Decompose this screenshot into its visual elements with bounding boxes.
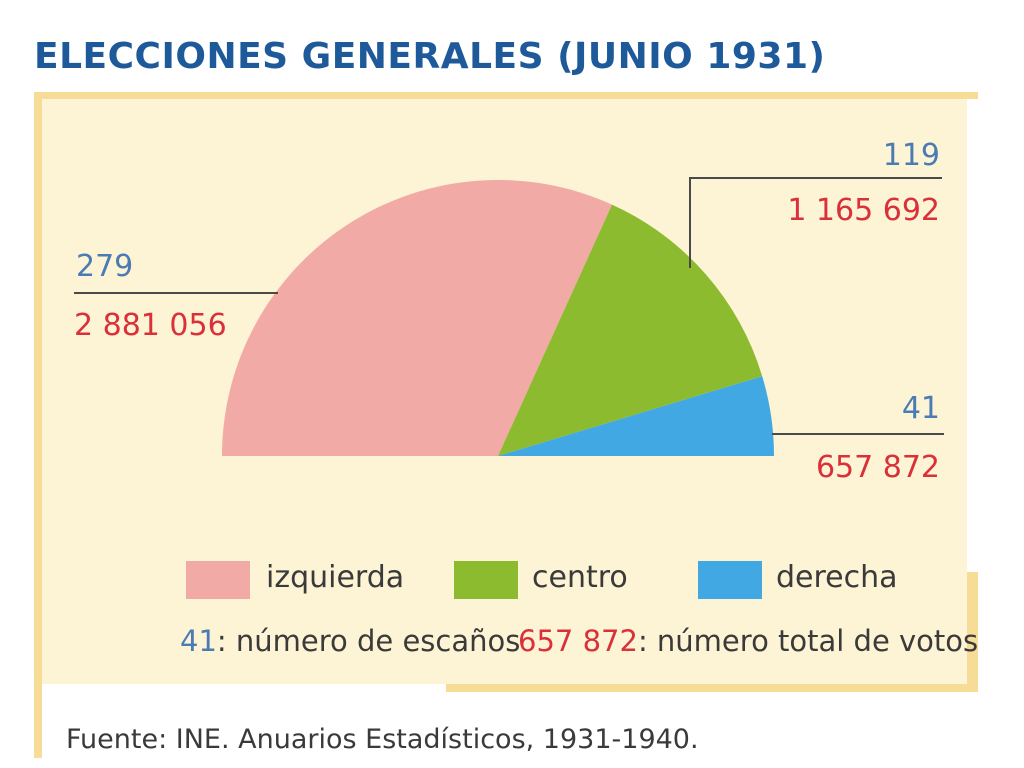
legend-votes-example: 657 872: [518, 624, 638, 658]
chart-title: ELECCIONES GENERALES (JUNIO 1931): [34, 36, 826, 77]
slice-izquierda: [222, 179, 612, 456]
votes-label-izquierda: 2 881 056: [74, 308, 227, 343]
legend-label-izquierda: izquierda: [266, 560, 405, 595]
legend-swatch-derecha: [698, 561, 762, 599]
frame-top-border: [34, 92, 978, 99]
frame-left-border: [34, 96, 42, 758]
legend-seats-note: 41: número de escaños: [180, 624, 520, 658]
legend-seats-text: : número de escaños: [216, 624, 521, 658]
seats-label-derecha: 41: [902, 391, 940, 426]
frame-bottom-border: [446, 684, 978, 692]
votes-label-derecha: 657 872: [816, 450, 940, 485]
legend-votes-text: : número total de votos: [637, 624, 979, 658]
source-note: Fuente: INE. Anuarios Estadísticos, 1931…: [66, 724, 699, 755]
votes-label-centro: 1 165 692: [787, 193, 940, 228]
legend-swatch-izquierda: [186, 561, 250, 599]
chart-leader-lines: [74, 177, 944, 435]
slice-centro: [498, 204, 763, 456]
seats-label-centro: 119: [883, 138, 940, 173]
chart-slices: [222, 179, 774, 456]
slice-derecha: [498, 376, 774, 456]
legend-swatch-centro: [454, 561, 518, 599]
frame-right-border: [967, 572, 978, 692]
legend-label-derecha: derecha: [776, 560, 898, 595]
leader-line-centro: [689, 177, 942, 268]
legend-seats-example: 41: [180, 624, 217, 658]
legend-votes-note: 657 872: número total de votos: [518, 624, 978, 658]
seats-label-izquierda: 279: [76, 249, 133, 284]
legend-label-centro: centro: [532, 560, 628, 595]
